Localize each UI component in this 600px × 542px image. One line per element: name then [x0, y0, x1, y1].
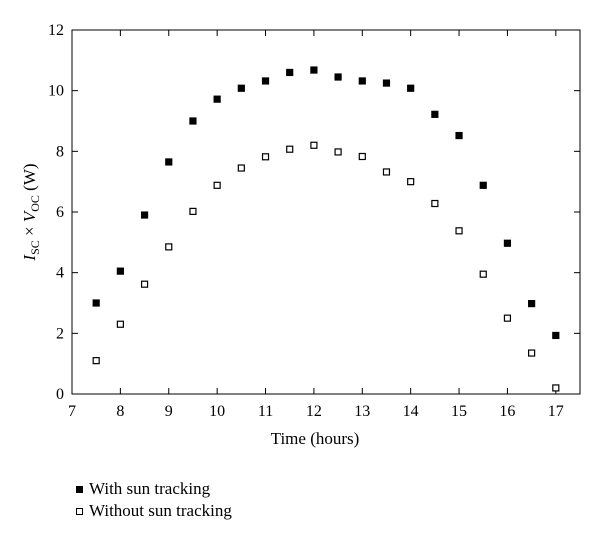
x-tick-label: 13: [354, 403, 370, 420]
with-tracking-point: [407, 84, 415, 92]
without-tracking-point: [286, 145, 294, 153]
y-tick-label: 8: [56, 143, 64, 160]
without-tracking-point: [334, 148, 342, 156]
without-tracking-point: [431, 199, 439, 208]
y-axis-title: ISC × VOC (W): [20, 163, 42, 261]
y-axis-title-v: V: [20, 209, 39, 222]
with-tracking-point: [92, 299, 100, 307]
without-tracking-point: [407, 178, 415, 186]
data-points: [92, 66, 560, 392]
with-tracking-point: [116, 267, 124, 275]
plot-frame: [71, 29, 581, 395]
y-axis-title-times: ×: [20, 222, 39, 240]
with-tracking-point: [382, 79, 391, 87]
with-tracking-point: [358, 77, 366, 85]
with-tracking-point: [286, 68, 294, 77]
without-tracking-point: [116, 320, 124, 328]
without-tracking-point: [140, 280, 149, 288]
x-tick-label: 8: [116, 403, 124, 420]
without-tracking-point: [213, 181, 221, 189]
without-tracking-point: [310, 141, 318, 149]
with-tracking-point: [552, 331, 560, 340]
x-tick-label: 11: [258, 403, 273, 420]
x-tick-label: 10: [209, 403, 225, 420]
without-tracking-point: [503, 314, 512, 322]
chart: 7 8 9 10 11 12 13 14 15 16 17 0 2 4 6 8 10 12 Time (hour…: [20, 22, 581, 448]
x-tick-label: 17: [548, 403, 564, 420]
x-tick-label: 7: [68, 403, 76, 420]
x-tick-label: 12: [306, 403, 322, 420]
without-tracking-point: [358, 152, 366, 161]
y-tick-label: 6: [56, 204, 64, 221]
with-tracking-point: [310, 66, 318, 74]
without-tracking-point: [382, 168, 391, 176]
open-square-icon: [76, 507, 83, 515]
filled-square-icon: [76, 485, 83, 493]
y-axis-title-sub-oc: OC: [28, 195, 42, 212]
without-tracking-point: [92, 357, 100, 365]
without-tracking-point: [479, 270, 487, 278]
x-tick-label: 14: [403, 403, 419, 420]
x-tick-label: 15: [451, 403, 467, 420]
y-axis-title-i: I: [20, 254, 39, 262]
legend: With sun tracking Without sun tracking: [76, 478, 232, 522]
without-tracking-point: [165, 243, 173, 251]
legend-item-without-tracking: Without sun tracking: [76, 500, 232, 522]
x-axis-title: Time (hours): [271, 429, 360, 448]
ticks: [71, 29, 580, 395]
x-tick-label: 16: [499, 403, 515, 420]
with-tracking-point: [140, 211, 149, 219]
with-tracking-point: [189, 117, 197, 125]
without-tracking-point: [528, 349, 536, 357]
y-tick-label: 0: [56, 386, 64, 403]
without-tracking-point: [189, 207, 197, 215]
without-tracking-point: [455, 227, 463, 235]
without-tracking-point: [552, 384, 560, 392]
x-tick-label: 9: [165, 403, 173, 420]
legend-label-with-tracking: With sun tracking: [89, 479, 211, 498]
y-tick-labels: 0 2 4 6 8 10 12: [48, 22, 64, 403]
with-tracking-point: [213, 95, 221, 103]
y-tick-label: 12: [48, 22, 64, 39]
legend-label-without-tracking: Without sun tracking: [89, 501, 232, 520]
y-axis-title-unit: (W): [20, 163, 39, 195]
with-tracking-point: [334, 73, 342, 81]
x-tick-labels: 7 8 9 10 11 12 13 14 15 16 17: [68, 403, 564, 420]
y-tick-label: 4: [56, 265, 64, 282]
with-tracking-point: [431, 110, 439, 118]
legend-item-with-tracking: With sun tracking: [76, 478, 232, 500]
y-tick-label: 2: [56, 325, 64, 342]
with-tracking-point: [479, 181, 487, 189]
with-tracking-point: [237, 84, 245, 92]
without-tracking-point: [261, 153, 270, 161]
with-tracking-point: [165, 158, 173, 166]
with-tracking-point: [528, 300, 536, 308]
with-tracking-point: [455, 131, 463, 140]
with-tracking-point: [261, 77, 270, 85]
without-tracking-point: [237, 164, 245, 172]
with-tracking-point: [503, 239, 512, 247]
y-tick-label: 10: [48, 83, 64, 100]
y-axis-title-sub-sc: SC: [28, 240, 42, 255]
